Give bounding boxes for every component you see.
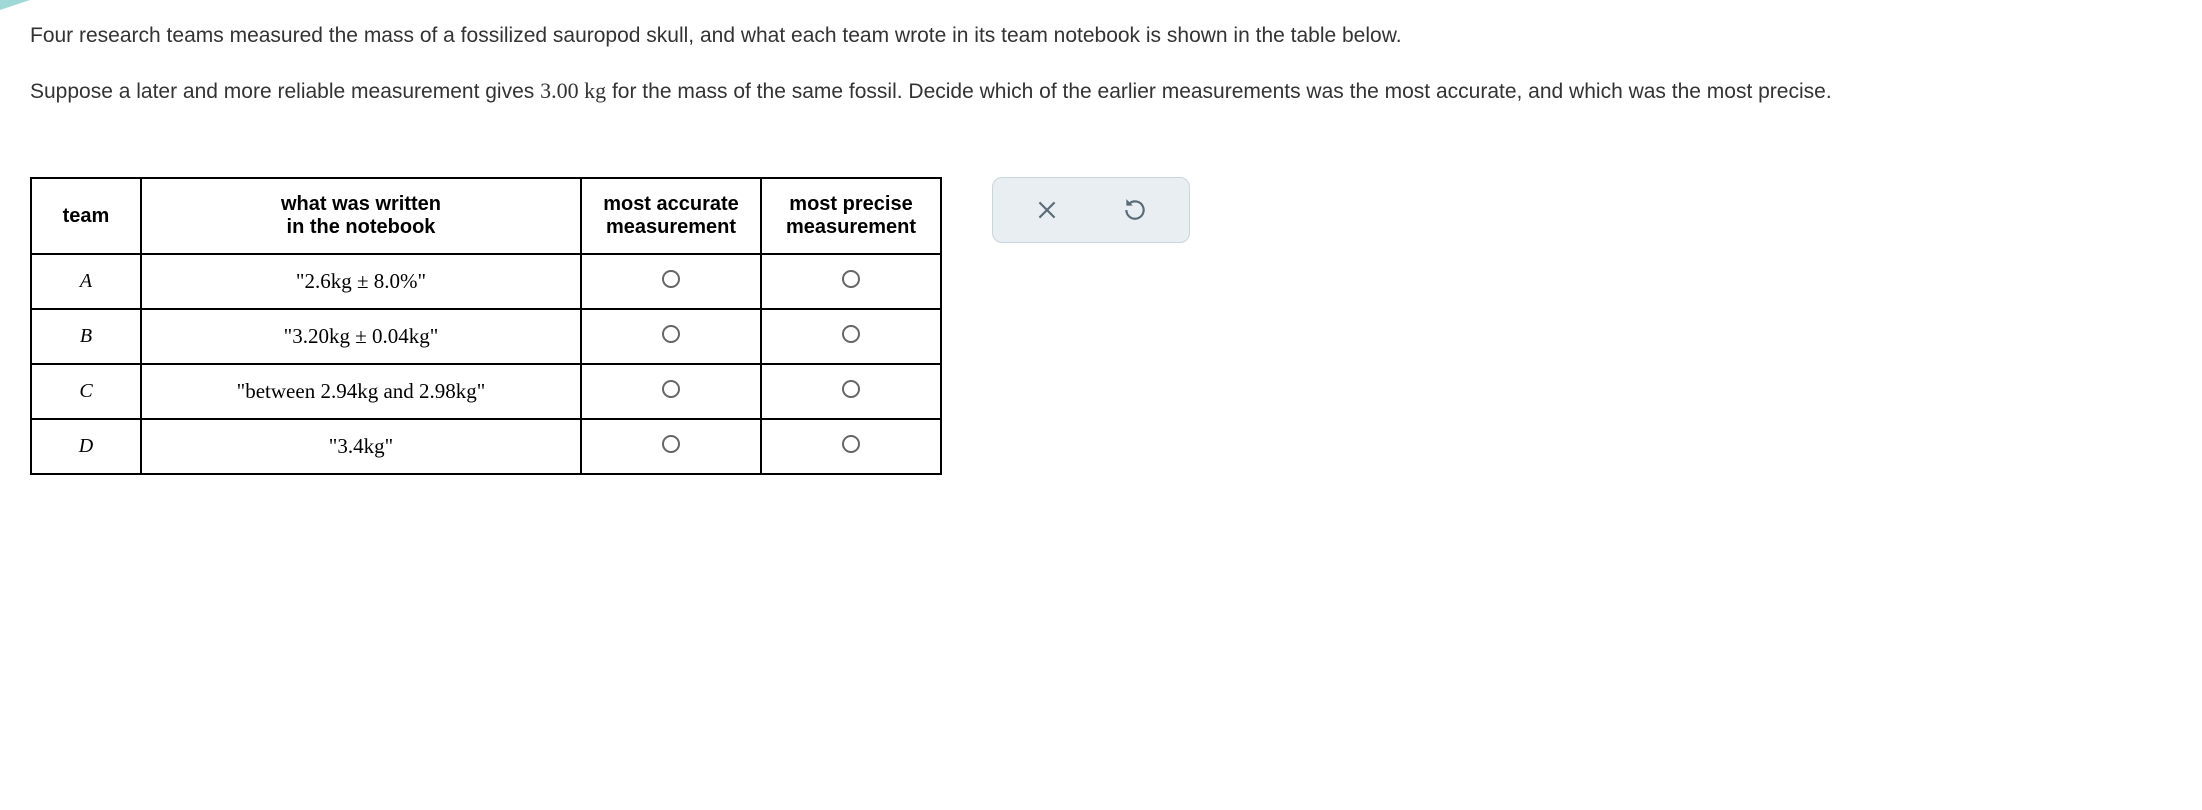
measurements-table: team what was written in the notebook mo…	[30, 177, 942, 475]
accurate-cell	[581, 419, 761, 474]
table-header-row: team what was written in the notebook mo…	[31, 178, 941, 254]
question-value: 3.00 kg	[540, 78, 606, 103]
radio-accurate-c[interactable]	[662, 380, 680, 398]
answer-toolbar	[992, 177, 1190, 243]
reset-icon	[1122, 197, 1148, 223]
header-precise: most precise measurement	[761, 178, 941, 254]
corner-indicator	[0, 0, 60, 10]
team-cell: A	[31, 254, 141, 309]
table-row: B "3.20kg ± 0.04kg"	[31, 309, 941, 364]
accurate-cell	[581, 364, 761, 419]
radio-accurate-b[interactable]	[662, 325, 680, 343]
team-cell: B	[31, 309, 141, 364]
radio-accurate-d[interactable]	[662, 435, 680, 453]
precise-cell	[761, 364, 941, 419]
accurate-cell	[581, 309, 761, 364]
written-cell: "2.6kg ± 8.0%"	[141, 254, 581, 309]
question-paragraph-2: Suppose a later and more reliable measur…	[30, 74, 2172, 108]
close-button[interactable]	[1033, 196, 1061, 224]
question-prefix: Suppose a later and more reliable measur…	[30, 80, 540, 103]
radio-precise-c[interactable]	[842, 380, 860, 398]
written-value: "3.4kg"	[329, 434, 393, 458]
precise-cell	[761, 254, 941, 309]
content-wrapper: Four research teams measured the mass of…	[0, 0, 2202, 495]
team-cell: D	[31, 419, 141, 474]
header-written-line2: in the notebook	[287, 216, 436, 238]
header-accurate: most accurate measurement	[581, 178, 761, 254]
header-accurate-line2: measurement	[606, 216, 736, 238]
header-team: team	[31, 178, 141, 254]
precise-cell	[761, 419, 941, 474]
header-precise-line2: measurement	[786, 216, 916, 238]
written-cell: "3.20kg ± 0.04kg"	[141, 309, 581, 364]
radio-precise-d[interactable]	[842, 435, 860, 453]
question-paragraph-1: Four research teams measured the mass of…	[30, 20, 2172, 52]
written-cell: "between 2.94kg and 2.98kg"	[141, 364, 581, 419]
written-value: "2.6kg ± 8.0%"	[296, 269, 426, 293]
main-area: team what was written in the notebook mo…	[30, 177, 2172, 475]
written-cell: "3.4kg"	[141, 419, 581, 474]
table-row: D "3.4kg"	[31, 419, 941, 474]
header-written: what was written in the notebook	[141, 178, 581, 254]
reset-button[interactable]	[1121, 196, 1149, 224]
table-row: A "2.6kg ± 8.0%"	[31, 254, 941, 309]
close-icon	[1034, 197, 1060, 223]
precise-cell	[761, 309, 941, 364]
accurate-cell	[581, 254, 761, 309]
team-cell: C	[31, 364, 141, 419]
radio-precise-a[interactable]	[842, 270, 860, 288]
written-value: "3.20kg ± 0.04kg"	[284, 324, 439, 348]
header-precise-line1: most precise	[789, 193, 912, 215]
table-row: C "between 2.94kg and 2.98kg"	[31, 364, 941, 419]
question-suffix: for the mass of the same fossil. Decide …	[606, 80, 1832, 103]
radio-accurate-a[interactable]	[662, 270, 680, 288]
header-accurate-line1: most accurate	[603, 193, 739, 215]
radio-precise-b[interactable]	[842, 325, 860, 343]
written-value: "between 2.94kg and 2.98kg"	[237, 379, 486, 403]
header-written-line1: what was written	[281, 193, 441, 215]
